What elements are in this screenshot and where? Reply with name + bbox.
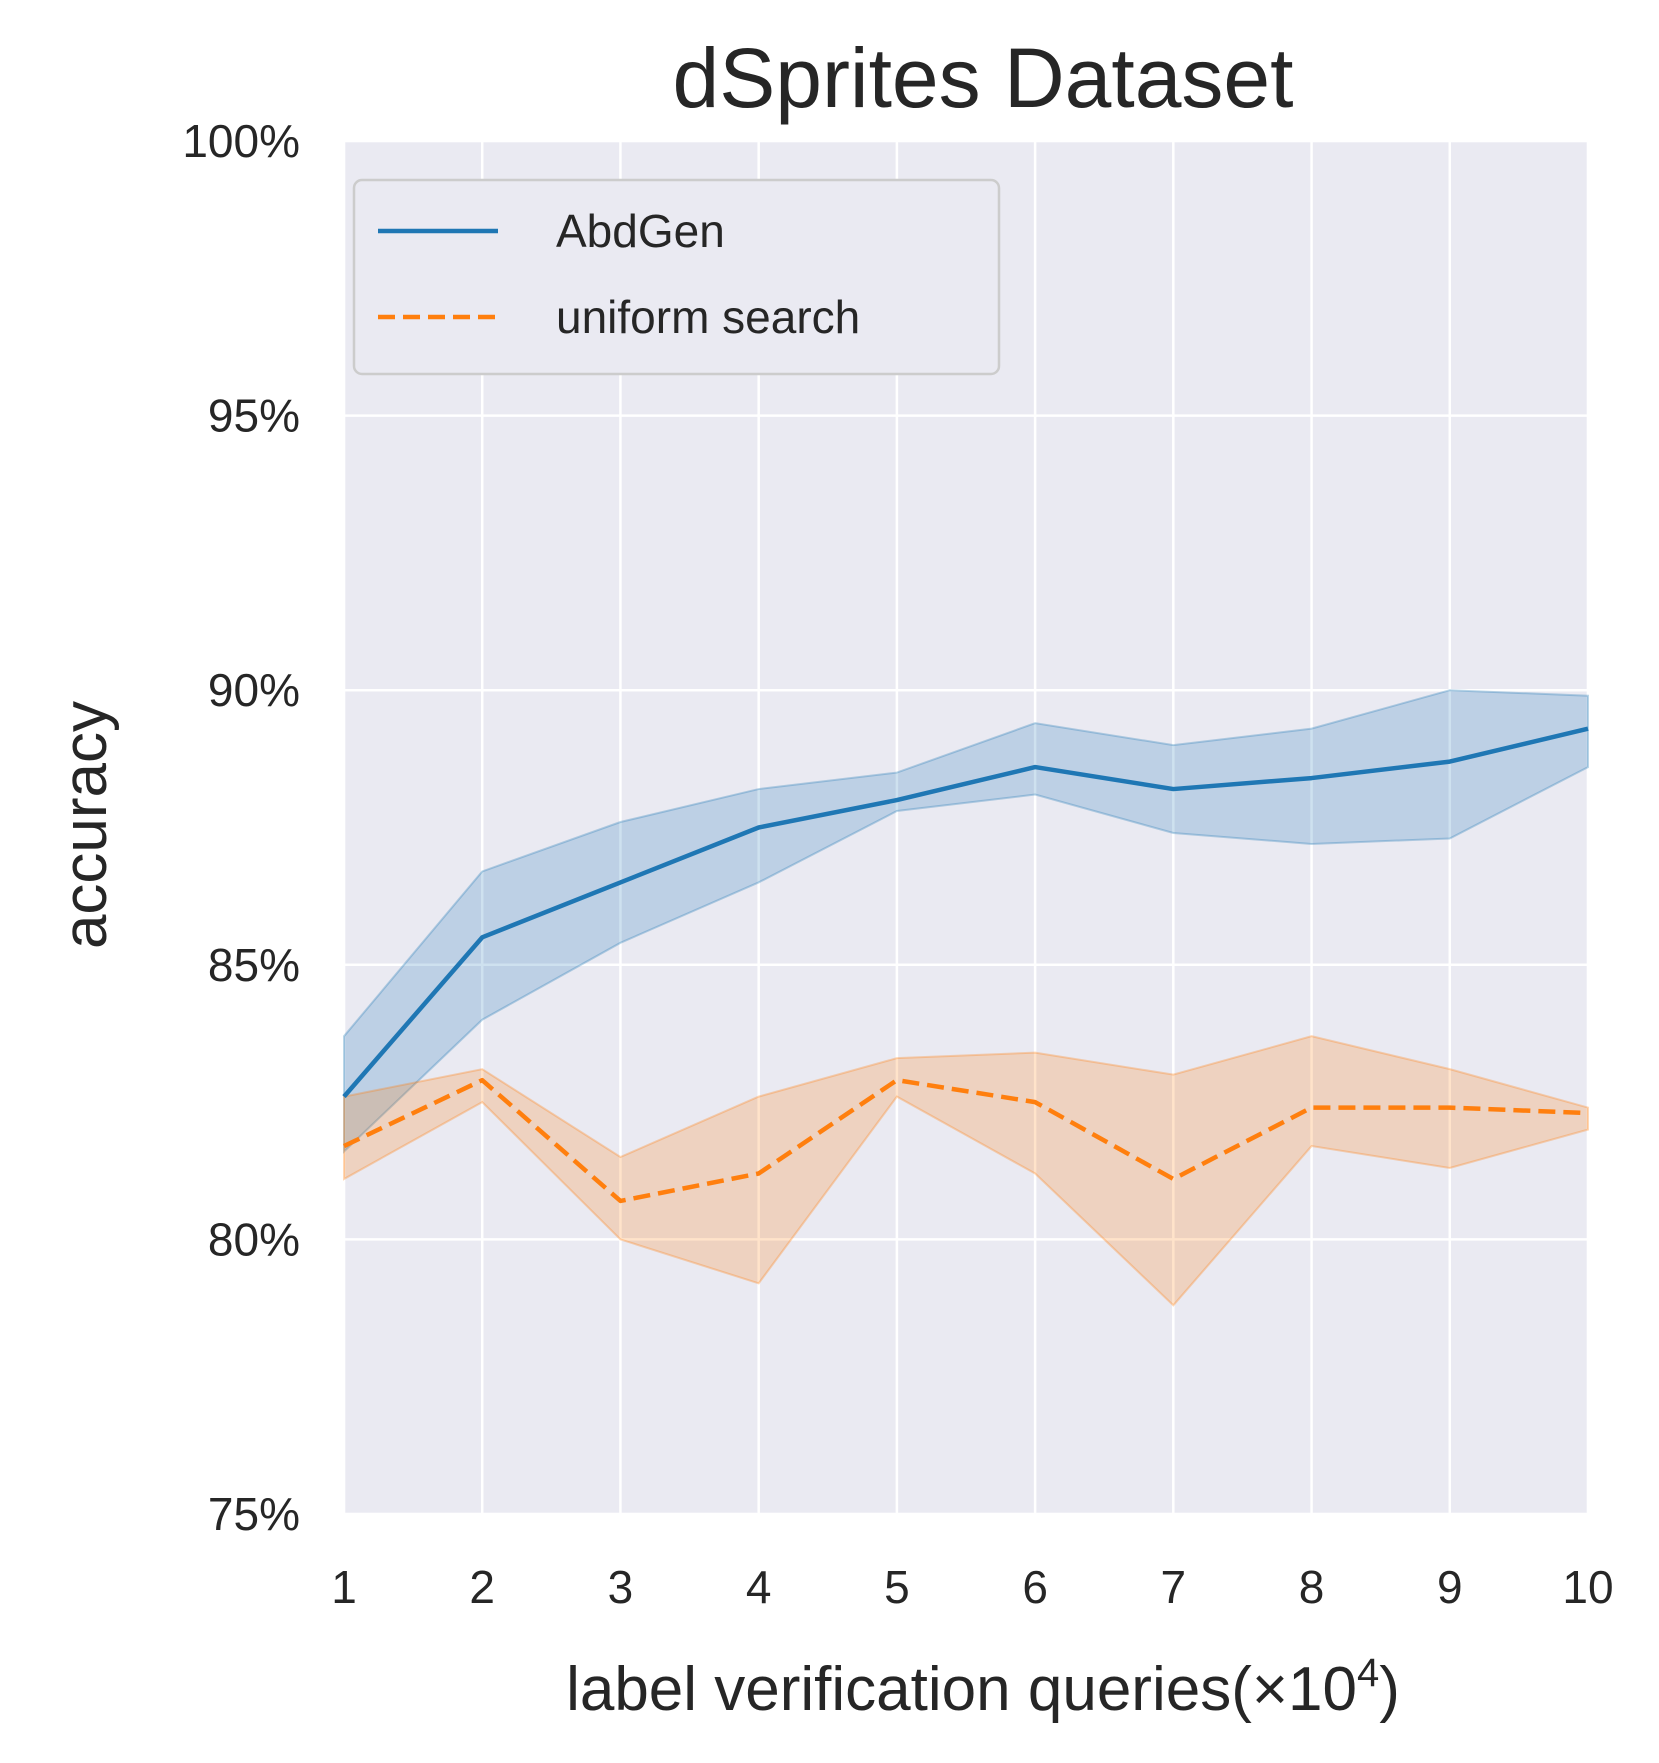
chart-title: dSprites Dataset — [673, 31, 1294, 125]
x-tick-label: 2 — [469, 1561, 495, 1613]
x-axis-ticks: 1 2 3 4 5 6 7 8 9 10 — [331, 1561, 1613, 1613]
y-tick-label: 100% — [182, 115, 300, 167]
y-tick-label: 95% — [208, 390, 300, 442]
x-axis-label-exponent: 4 — [1357, 1651, 1379, 1695]
legend-box — [352, 178, 1001, 376]
series-line-uniform-search — [343, 1077, 1589, 1204]
x-tick-label: 7 — [1161, 1561, 1187, 1613]
y-tick-label: 85% — [208, 939, 300, 991]
y-tick-label: 75% — [208, 1488, 300, 1540]
legend: AbdGen uniform search — [352, 178, 1001, 376]
legend-label: uniform search — [556, 291, 860, 343]
x-tick-label: 6 — [1022, 1561, 1048, 1613]
y-tick-label: 80% — [208, 1213, 300, 1265]
x-tick-label: 9 — [1437, 1561, 1463, 1613]
y-axis-ticks: 75% 80% 85% 90% 95% 100% — [182, 115, 300, 1540]
x-tick-label: 8 — [1299, 1561, 1325, 1613]
band-abdgen — [343, 689, 1589, 1154]
legend-label: AbdGen — [556, 205, 725, 257]
band-uniform-search — [343, 1035, 1589, 1307]
series-line-abdgen — [342, 726, 1589, 1099]
y-tick-label: 90% — [208, 664, 300, 716]
series-lines — [342, 726, 1589, 1204]
x-axis-label: label verification queries(×104) — [566, 1651, 1400, 1724]
y-axis-label: accuracy — [51, 701, 120, 949]
confidence-bands — [343, 689, 1589, 1307]
x-tick-label: 5 — [884, 1561, 910, 1613]
x-tick-label: 3 — [608, 1561, 634, 1613]
x-tick-label: 10 — [1562, 1561, 1613, 1613]
x-tick-label: 1 — [331, 1561, 357, 1613]
x-tick-label: 4 — [746, 1561, 772, 1613]
